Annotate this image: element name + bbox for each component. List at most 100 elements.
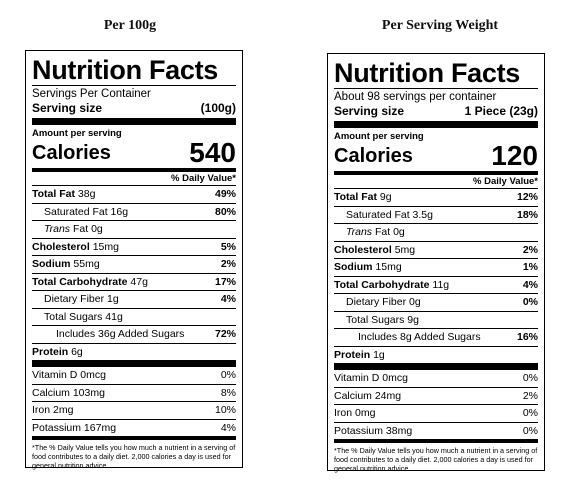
calories-value: 540	[189, 137, 236, 168]
vitamin-daily-value: 4%	[220, 421, 236, 434]
nutrient-daily-value: 18%	[516, 208, 538, 221]
panel-title: Nutrition Facts	[32, 55, 219, 85]
nutrient-daily-value: 1%	[522, 261, 538, 273]
nutrient-row: Dietary Fiber 0g 0%	[334, 293, 538, 311]
vitamin-name: Vitamin D 0mcg	[32, 369, 106, 381]
medium-divider	[32, 168, 236, 172]
nutrient-row: Total Fat 9g 12%	[334, 188, 538, 206]
thick-divider	[32, 360, 236, 367]
nutrient-name: Total Sugars	[346, 313, 405, 326]
vitamin-name: Potassium 167mg	[32, 421, 117, 434]
nutrient-label-group: Protein 1g	[334, 347, 385, 364]
nutrient-row: Protein 1g	[334, 345, 538, 364]
nutrient-amount: Fat 0g	[72, 223, 103, 235]
nutrient-row: Saturated Fat 16g 80%	[32, 202, 236, 221]
vitamin-row: Vitamin D 0mcg 0%	[32, 367, 236, 384]
nutrient-name: Includes 8g Added Sugars	[358, 331, 481, 343]
nutrient-label-group: Saturated Fat 16g	[32, 204, 128, 221]
nutrient-amount: 9g	[379, 191, 392, 203]
nutrient-row: Dietary Fiber 1g 4%	[32, 290, 236, 308]
nutrient-label-group: Trans Fat 0g	[334, 224, 405, 241]
thick-divider	[32, 118, 236, 125]
nutrient-amount: 41g	[105, 310, 123, 323]
vitamin-name: Calcium 103mg	[32, 386, 105, 399]
nutrient-label-group: Total Fat 9g	[334, 189, 392, 206]
nutrient-daily-value: 49%	[214, 188, 236, 200]
vitamin-daily-value: 0%	[522, 372, 538, 384]
amount-per-serving: Amount per serving	[32, 128, 122, 139]
nutrient-name: Total Carbohydrate	[32, 275, 128, 288]
nutrient-label-group: Sodium 15mg	[334, 259, 402, 276]
nutrient-label-group: Total Carbohydrate 11g	[334, 277, 449, 294]
nutrient-name: Dietary Fiber	[44, 293, 105, 305]
nutrient-amount: 38g	[77, 188, 96, 200]
nutrient-amount: 1g	[107, 293, 119, 305]
nutrient-amount: 16g	[110, 205, 129, 218]
nutrient-daily-value: 4%	[220, 293, 236, 305]
nutrient-name: Protein	[32, 345, 69, 358]
nutrient-row: Cholesterol 15mg 5%	[32, 237, 236, 256]
nutrient-name: Saturated Fat	[346, 208, 410, 221]
nutrient-name: Total Fat	[32, 188, 75, 200]
nutrition-panel-left: Nutrition Facts Servings Per Container S…	[25, 50, 243, 470]
nutrient-row: Saturated Fat 3.5g 18%	[334, 205, 538, 224]
vitamin-row: Iron 2mg 10%	[32, 401, 236, 419]
nutrient-name: Total Sugars	[44, 310, 103, 323]
nutrient-name: Trans	[346, 226, 373, 238]
nutrition-panel-right: Nutrition Facts About 98 servings per co…	[327, 53, 545, 473]
panel-title: Nutrition Facts	[334, 58, 521, 88]
nutrient-daily-value: 72%	[214, 328, 236, 340]
nutrient-label-group: Total Carbohydrate 47g	[32, 274, 148, 291]
serving-size-label: Serving size	[32, 101, 103, 115]
vitamin-daily-value: 0%	[220, 369, 236, 381]
right-column-title: Per Serving Weight	[381, 18, 499, 33]
nutrient-daily-value: 2%	[220, 258, 236, 270]
nutrient-row: Sodium 55mg 2%	[32, 255, 236, 273]
calories-label: Calories	[334, 145, 413, 167]
nutrient-name: Trans	[44, 223, 71, 235]
vitamin-daily-value: 10%	[214, 404, 236, 416]
nutrient-daily-value: 17%	[214, 275, 236, 288]
nutrient-rows: Total Fat 38g 49% Saturated Fat 16g 80% Tran…	[32, 185, 236, 360]
nutrient-label-group: Dietary Fiber 0g	[334, 294, 421, 311]
nutrient-label-group: Total Sugars 41g	[32, 309, 123, 326]
left-column-title: Per 100g	[103, 18, 157, 33]
nutrient-amount: 1g	[373, 348, 385, 361]
nutrient-label-group: Total Fat 38g	[32, 186, 95, 203]
nutrient-row: Includes 36g Added Sugars 72%	[32, 325, 236, 343]
nutrient-name: Total Fat	[334, 191, 377, 203]
footnote: *The % Daily Value tells you how much a …	[32, 443, 236, 470]
nutrient-daily-value: 4%	[522, 278, 538, 291]
vitamin-row: Vitamin D 0mcg 0%	[334, 370, 538, 387]
serving-size-value: (100g)	[200, 101, 236, 115]
nutrient-label-group: Includes 36g Added Sugars	[32, 326, 184, 343]
nutrient-label-group: Cholesterol 15mg	[32, 239, 119, 256]
medium-divider	[334, 439, 538, 443]
daily-value-header: % Daily Value*	[473, 176, 538, 187]
nutrient-amount: 15mg	[375, 261, 402, 273]
medium-divider	[334, 171, 538, 175]
nutrient-row: Total Fat 38g 49%	[32, 185, 236, 203]
nutrient-daily-value: 80%	[214, 205, 236, 218]
thick-divider	[334, 121, 538, 128]
nutrient-amount: 15mg	[92, 240, 119, 253]
nutrient-label-group: Dietary Fiber 1g	[32, 291, 119, 308]
nutrient-label-group: Total Sugars 9g	[334, 312, 419, 329]
nutrient-amount: 0g	[409, 296, 421, 308]
vitamin-row: Iron 0mg 0%	[334, 404, 538, 422]
vitamin-rows: Vitamin D 0mcg 0% Calcium 103mg 8% Iron 2mg 1…	[32, 367, 236, 436]
nutrient-name: Cholesterol	[32, 240, 90, 253]
nutrient-row: Cholesterol 5mg 2%	[334, 240, 538, 259]
servings-text: Servings Per Container	[32, 88, 151, 100]
nutrient-row: Total Carbohydrate 47g 17%	[32, 272, 236, 291]
nutrient-name: Total Carbohydrate	[334, 278, 430, 291]
nutrient-daily-value: 5%	[220, 240, 236, 253]
footnote: *The % Daily Value tells you how much a …	[334, 446, 538, 473]
nutrient-name: Cholesterol	[334, 243, 392, 256]
nutrient-name: Sodium	[32, 258, 71, 270]
nutrient-row: Total Sugars 41g	[32, 307, 236, 326]
nutrient-amount: 55mg	[73, 258, 100, 270]
nutrient-daily-value: 0%	[522, 296, 538, 308]
vitamin-name: Iron 2mg	[32, 404, 74, 416]
vitamin-daily-value: 0%	[522, 424, 538, 437]
